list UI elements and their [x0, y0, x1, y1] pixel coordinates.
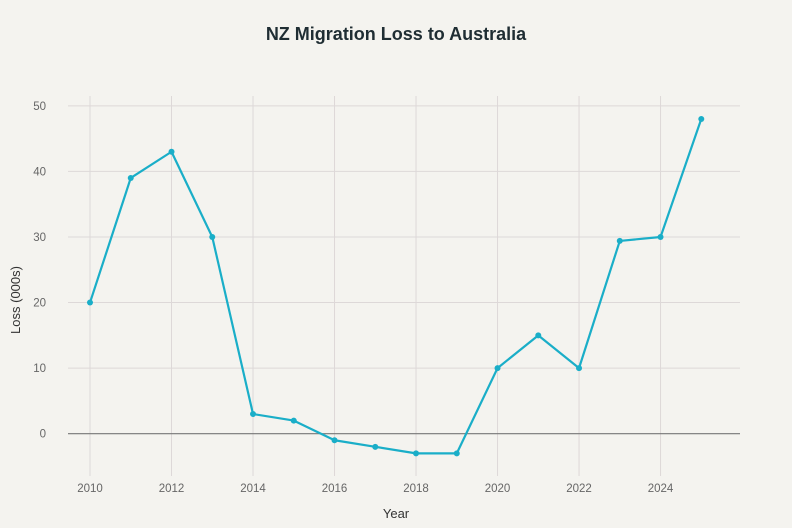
x-tick-label: 2024	[648, 483, 674, 495]
data-point	[209, 233, 216, 240]
y-tick-label: 10	[33, 363, 46, 375]
data-point	[413, 450, 420, 457]
data-point	[616, 237, 623, 244]
y-tick-label: 30	[33, 232, 46, 244]
series-line	[88, 118, 703, 455]
data-point	[494, 365, 501, 372]
x-tick-label: 2016	[322, 483, 348, 495]
x-axis-label: Year	[383, 506, 410, 521]
data-point	[168, 148, 175, 155]
x-tick-label: 2010	[77, 483, 103, 495]
data-point	[372, 443, 379, 450]
data-point	[535, 332, 542, 339]
x-tick-label: 2018	[403, 483, 429, 495]
data-point	[127, 174, 134, 181]
x-tick-label: 2022	[566, 483, 592, 495]
x-tick-label: 2012	[159, 483, 185, 495]
x-tick-label: 2014	[240, 483, 266, 495]
data-point	[657, 233, 664, 240]
data-point	[453, 450, 460, 457]
data-point	[698, 115, 705, 122]
y-tick-label: 50	[33, 101, 46, 113]
data-point	[290, 417, 297, 424]
y-tick-label: 40	[33, 166, 46, 178]
data-point	[576, 365, 583, 372]
y-tick-label: 20	[33, 298, 46, 310]
data-point	[87, 299, 94, 306]
x-tick-label: 2020	[485, 483, 511, 495]
chart-title: NZ Migration Loss to Australia	[266, 24, 527, 44]
data-point	[331, 437, 338, 444]
y-axis-label: Loss (000s)	[8, 266, 23, 334]
data-point	[250, 411, 257, 418]
y-tick-label: 0	[40, 429, 46, 441]
